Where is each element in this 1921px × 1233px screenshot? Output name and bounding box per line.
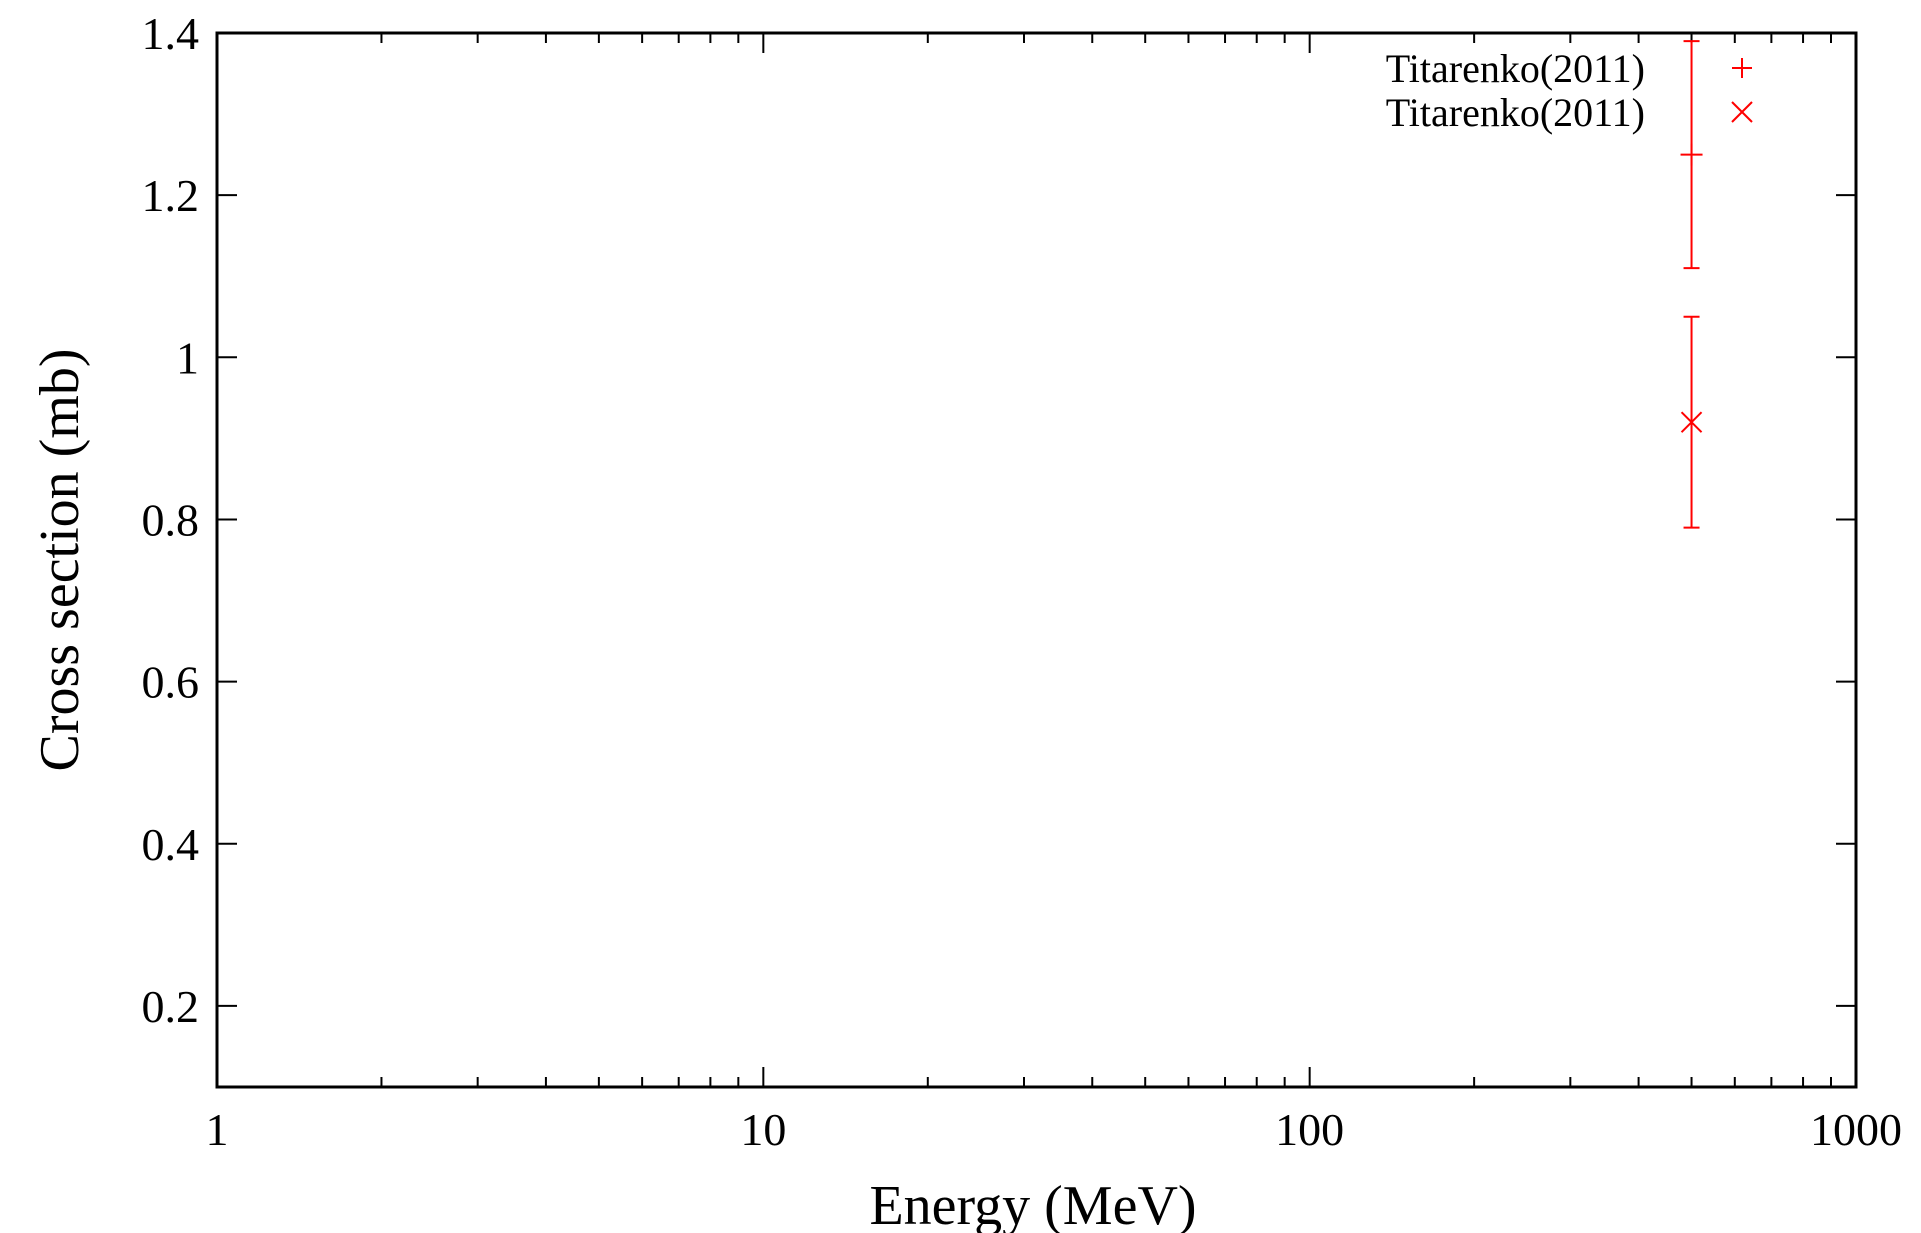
series-2 xyxy=(1680,315,1703,529)
y-axis-label: Cross section (mb) xyxy=(29,348,91,771)
x-tick-label: 1 xyxy=(206,1104,229,1155)
legend-label: Titarenko(2011) xyxy=(1386,46,1645,91)
marker-stroke xyxy=(1731,101,1753,123)
legend-marker xyxy=(1731,101,1753,123)
data-series xyxy=(1680,40,1703,529)
legend: Titarenko(2011)Titarenko(2011) xyxy=(1386,46,1753,135)
x-tick-label: 10 xyxy=(740,1104,786,1155)
y-tick-label: 0.8 xyxy=(142,494,200,545)
series-1 xyxy=(1680,40,1703,270)
x-axis: 1 10 100 1000 xyxy=(206,33,1902,1155)
x-tick-label: 100 xyxy=(1275,1104,1344,1155)
data-point xyxy=(1680,411,1703,433)
y-tick-label: 0.2 xyxy=(142,981,200,1032)
legend-label: Titarenko(2011) xyxy=(1386,90,1645,135)
plot-border xyxy=(215,31,1858,1089)
y-tick-label: 1.4 xyxy=(142,8,200,59)
y-tick-label: 1.2 xyxy=(142,170,200,221)
legend-marker xyxy=(1732,58,1752,78)
y-axis: 0.2 0.4 0.6 0.8 1 1.2 1.4 xyxy=(142,8,1856,1032)
marker-stroke xyxy=(1680,411,1703,433)
plot-frame xyxy=(215,31,1858,1089)
y-tick-label: 0.4 xyxy=(142,819,200,870)
x-axis-label: Energy (MeV) xyxy=(869,1175,1196,1233)
y-tick-label: 1 xyxy=(176,332,199,383)
x-tick-label: 1000 xyxy=(1810,1104,1902,1155)
y-tick-label: 0.6 xyxy=(142,657,200,708)
data-point xyxy=(1680,143,1703,166)
